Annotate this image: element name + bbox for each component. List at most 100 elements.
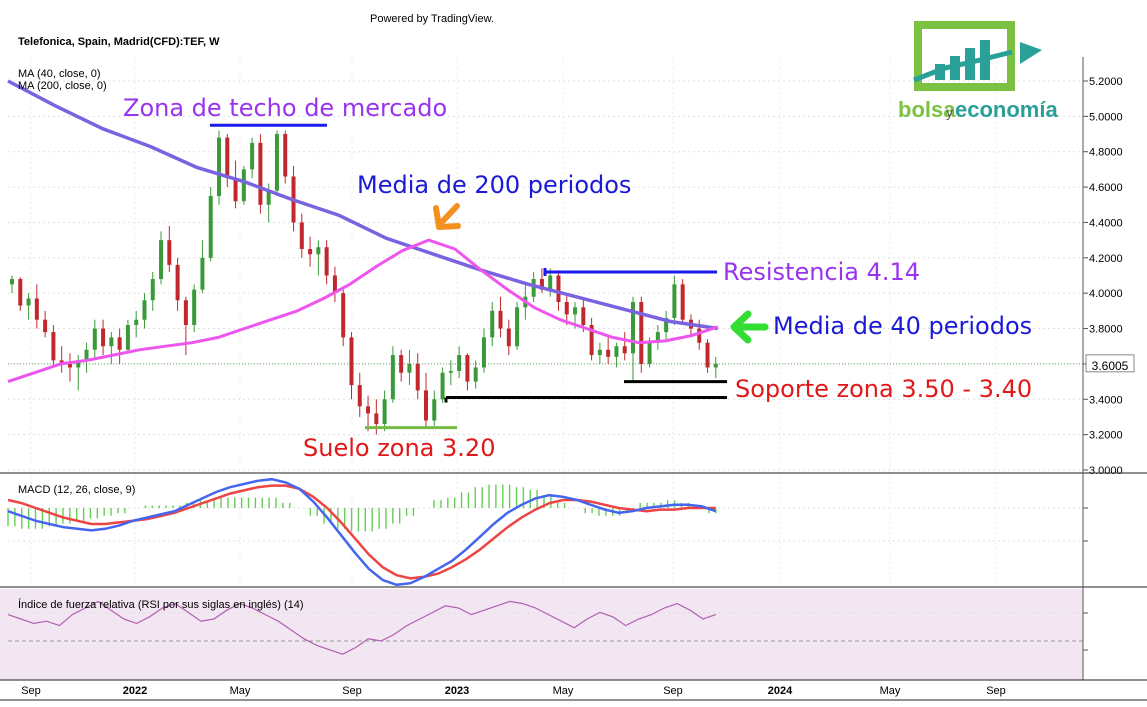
candle-body [573, 307, 578, 315]
rsi-panel [0, 589, 1083, 680]
candle-body [556, 275, 561, 303]
candle-body [183, 300, 188, 326]
x-tick-label: Sep [342, 685, 362, 697]
candle-body [109, 337, 114, 347]
candle-body [67, 363, 72, 368]
candle-body [76, 360, 81, 368]
ma200-legend: MA (200, close, 0) [18, 80, 107, 92]
candle-body [357, 385, 362, 407]
orange-arrow-icon [433, 203, 461, 230]
candle-body [490, 310, 495, 338]
bolsa-economia-logo: bolsa y economía [898, 21, 1058, 122]
candle-body [241, 169, 246, 202]
candle-body [506, 328, 511, 347]
candle-body [26, 298, 31, 306]
annotation-soporte: Soporte zona 3.50 - 3.40 [735, 375, 1032, 403]
candle-body [515, 307, 520, 347]
y-tick-label: 4.6000 [1089, 182, 1123, 194]
candle-body [664, 317, 669, 333]
macd-line [7, 477, 717, 587]
candle-body [51, 332, 56, 361]
last-price-tag: 3.6005 [1085, 354, 1135, 373]
rsi-title: Índice de fuerza relativa (RSI por sus s… [18, 598, 304, 611]
candle-body [18, 279, 23, 306]
candle-body [274, 134, 279, 191]
candle-body [548, 275, 553, 290]
candle-body [258, 142, 263, 205]
rsi-lines [7, 600, 716, 655]
candle-body [84, 349, 89, 361]
candle-body [10, 279, 14, 285]
candle-body [308, 248, 313, 255]
logo-text-economia: economía [955, 97, 1058, 122]
candle-body [208, 195, 213, 258]
candle-body [399, 355, 404, 373]
candle-body [382, 399, 387, 425]
candle-body [481, 337, 486, 368]
ma200-line [7, 79, 719, 331]
candle-body [159, 240, 164, 280]
levels [210, 123, 727, 430]
y-tick-label: 3.4000 [1089, 394, 1123, 406]
x-tick-label: May [230, 685, 251, 697]
annotation-techo: Zona de techo de mercado [123, 94, 447, 122]
x-tick-label: Sep [21, 685, 41, 697]
candle-body [34, 298, 39, 320]
macd-signal-line [7, 484, 716, 580]
candle-body [125, 325, 130, 350]
y-tick-label: 5.0000 [1089, 111, 1123, 123]
candle-body [167, 240, 172, 265]
macd-lines [7, 477, 717, 587]
candle-body [440, 372, 445, 400]
candle-body [341, 293, 346, 338]
candle-body [332, 275, 337, 294]
candle-body [564, 302, 569, 315]
rsi-background [0, 589, 1083, 680]
candle-body [606, 349, 611, 357]
candle-body [134, 319, 139, 326]
candle-body [324, 247, 329, 276]
y-tick-label: 3.2000 [1089, 430, 1123, 442]
candle-body [639, 302, 644, 364]
candle-body [697, 328, 702, 343]
annotation-suelo: Suelo zona 3.20 [303, 434, 495, 462]
candle-body [531, 279, 536, 297]
y-tick-label: 4.8000 [1089, 147, 1123, 159]
candle-body [225, 137, 230, 179]
green-arrow-icon [730, 310, 769, 344]
candle-body [283, 134, 288, 177]
candle-body [415, 363, 420, 391]
logo-text-y: y [946, 104, 953, 120]
candle-body [390, 355, 395, 400]
candle-body [43, 319, 48, 333]
candle-body [448, 370, 453, 373]
y-tick-label: 4.0000 [1089, 288, 1123, 300]
annotation-media200: Media de 200 periodos [357, 171, 631, 199]
candle-body [101, 328, 106, 347]
ma40-line [7, 238, 719, 384]
y-tick-label: 3.8000 [1089, 324, 1123, 336]
candle-body [250, 142, 255, 170]
macd-title: MACD (12, 26, close, 9) [18, 484, 135, 496]
x-tick-label: 2024 [768, 685, 793, 697]
candle-body [465, 355, 470, 382]
candle-body [597, 349, 602, 356]
candle-body [233, 178, 238, 202]
x-tick-label: May [553, 685, 574, 697]
candle-body [713, 363, 718, 368]
candle-body [217, 137, 221, 196]
candle-body [655, 332, 660, 343]
candle-body [407, 363, 412, 373]
candle-body [680, 284, 685, 320]
candle-body [299, 222, 304, 249]
annotation-media40: Media de 40 periodos [773, 312, 1032, 340]
candle-body [622, 346, 627, 354]
candle-body [581, 307, 586, 326]
candle-body [457, 355, 462, 371]
powered-by: Powered by TradingView. [370, 13, 494, 25]
candles [10, 130, 718, 435]
rsi-line [7, 600, 716, 655]
candle-body [175, 264, 180, 301]
candle-body [92, 328, 97, 350]
